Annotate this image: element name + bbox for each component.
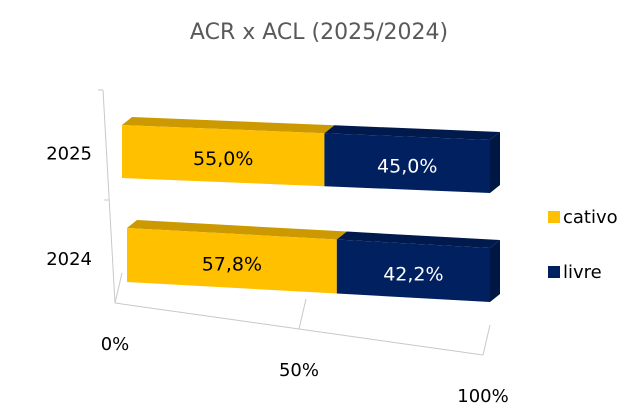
y-tick-label: 2024 <box>46 249 92 270</box>
legend-label: livre <box>563 262 602 283</box>
tick-mark <box>114 272 123 304</box>
y-tick-label: 2025 <box>46 144 92 165</box>
data-label: 42,2% <box>383 263 443 285</box>
wall-edge <box>102 89 116 304</box>
x-tick-label: 50% <box>279 360 319 381</box>
bar-top <box>122 117 335 134</box>
data-label: 55,0% <box>193 148 253 170</box>
bar-top <box>336 231 500 248</box>
bar <box>122 125 325 187</box>
x-tick-label: 100% <box>457 386 508 403</box>
chart-title: ACR x ACL (2025/2024) <box>190 20 448 45</box>
bar-top <box>324 125 500 140</box>
legend-label: cativo <box>563 207 618 228</box>
x-tick-label: 0% <box>101 334 130 355</box>
tick-mark <box>298 298 307 330</box>
bar <box>127 228 337 294</box>
bar <box>336 239 490 302</box>
legend-swatch <box>548 211 560 223</box>
bar <box>324 133 490 193</box>
bar-side <box>490 240 500 302</box>
tick-mark <box>482 324 491 356</box>
legend-swatch <box>548 266 560 278</box>
data-label: 57,8% <box>202 253 262 275</box>
bar-side <box>490 132 500 193</box>
data-label: 45,0% <box>377 156 437 178</box>
bar-top <box>127 220 347 240</box>
